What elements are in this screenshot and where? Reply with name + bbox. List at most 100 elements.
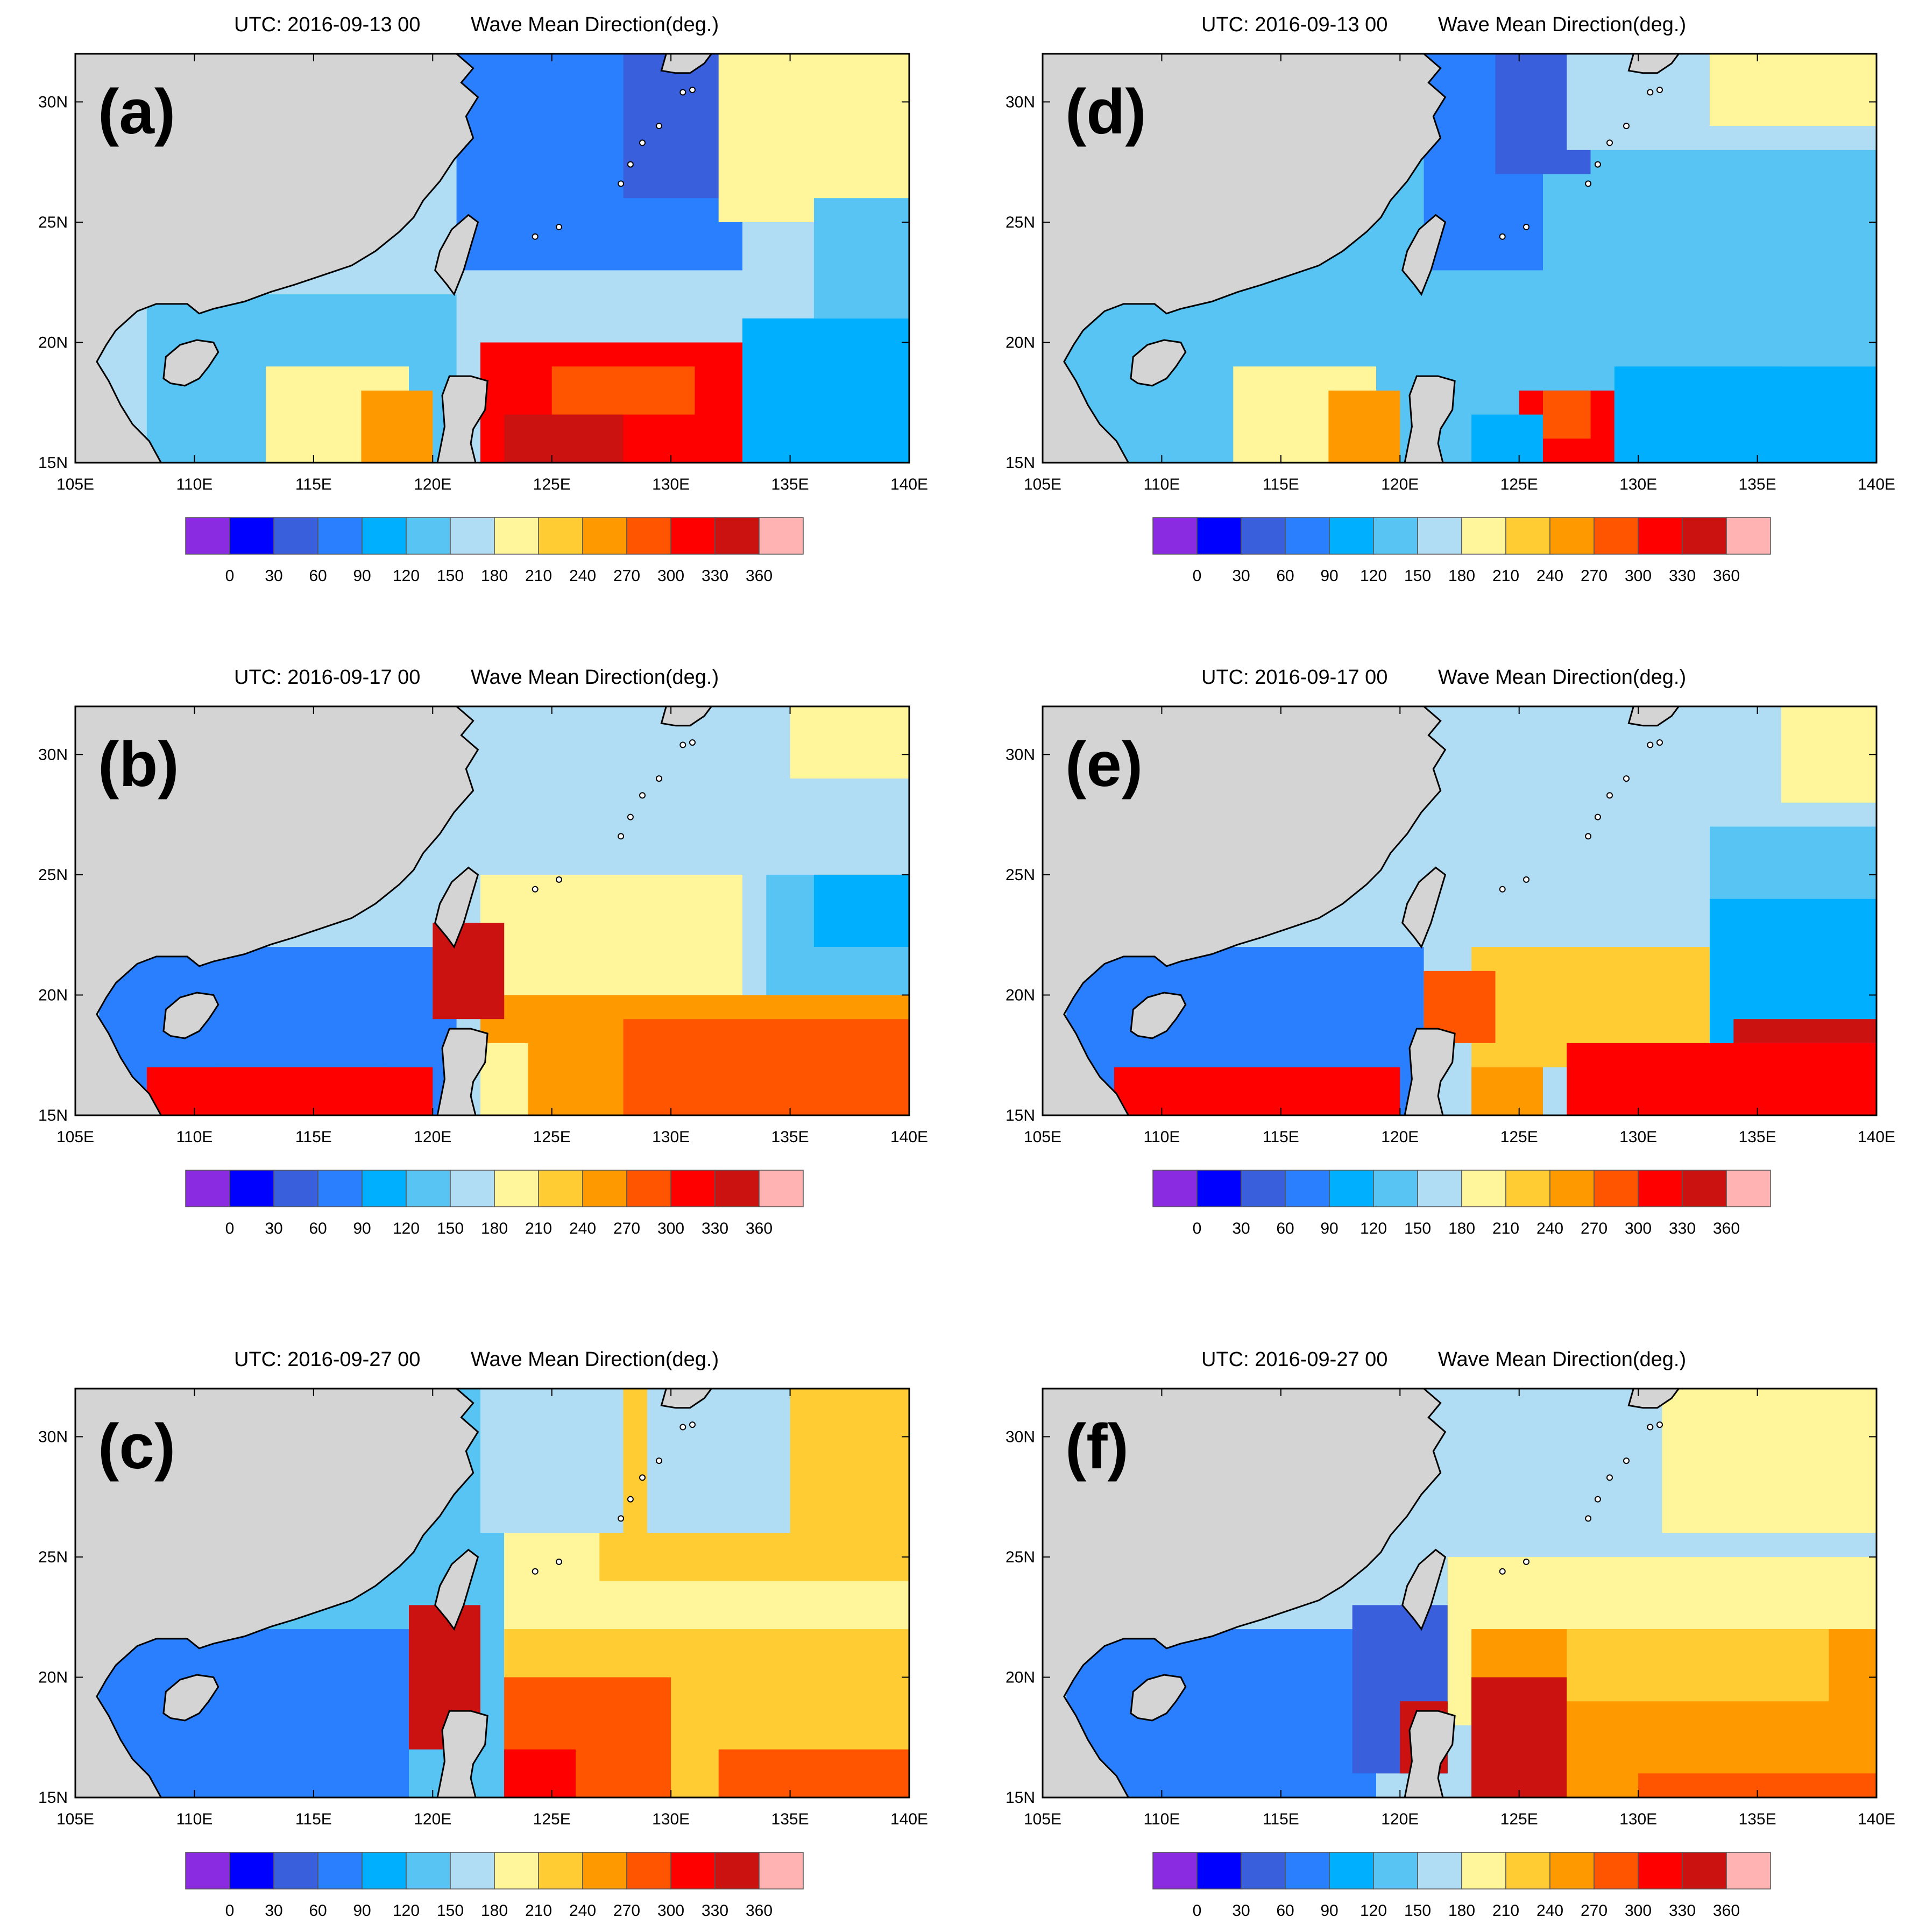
- colorbar-label: 30: [1232, 567, 1250, 585]
- china-mainland-land: [1043, 706, 1447, 1115]
- colorbar: 0 30 60 90 120 150 180 210 240 270 300 330 360: [1152, 1170, 1771, 1237]
- colorbar-swatch: [1682, 517, 1727, 555]
- direction-cell: [790, 706, 909, 779]
- colorbar-label: 150: [1404, 1220, 1431, 1237]
- panel-variable-title: Wave Mean Direction(deg.): [471, 13, 719, 36]
- x-tick-label: 110E: [1144, 1128, 1180, 1146]
- islet: [532, 1568, 539, 1575]
- colorbar-swatch: [1285, 1852, 1330, 1889]
- x-tick-label: 105E: [1024, 1128, 1061, 1146]
- colorbar-swatch: [273, 517, 318, 555]
- x-tick-label: 105E: [56, 476, 94, 493]
- islet: [689, 87, 696, 94]
- islet: [1656, 739, 1663, 746]
- colorbar-swatch: [362, 1170, 407, 1207]
- map-frame: [74, 53, 910, 464]
- x-tick-label: 140E: [890, 1810, 928, 1828]
- direction-cell: [813, 54, 909, 174]
- y-tick-label: 30N: [38, 746, 68, 763]
- map-area: [1043, 1389, 1876, 1797]
- colorbar-label: 210: [1492, 1902, 1519, 1920]
- islet: [689, 1421, 696, 1428]
- direction-cell: [1710, 826, 1876, 899]
- colorbar-label: 300: [1625, 1902, 1652, 1920]
- colorbar-swatch: [1329, 517, 1374, 555]
- x-tick-label: 110E: [176, 1128, 213, 1146]
- panel-variable-title: Wave Mean Direction(deg.): [1438, 1348, 1686, 1371]
- islet: [656, 775, 662, 782]
- colorbar-swatch: [626, 517, 671, 555]
- colorbar-label: 300: [657, 1220, 684, 1237]
- x-tick-label: 140E: [890, 476, 928, 493]
- x-tick-label: 115E: [295, 1128, 332, 1146]
- islet: [1594, 813, 1601, 820]
- islet: [1623, 123, 1630, 130]
- colorbar-swatch: [317, 1852, 363, 1889]
- colorbar-label: 330: [702, 1902, 728, 1920]
- colorbar-swatch: [185, 517, 230, 555]
- x-tick-label: 130E: [1619, 1128, 1657, 1146]
- islet: [1594, 161, 1601, 168]
- islet: [1523, 223, 1529, 230]
- colorbar-label: 360: [1713, 1902, 1740, 1920]
- colorbar-swatch: [406, 1852, 451, 1889]
- colorbar-swatch: [406, 517, 451, 555]
- colorbar-swatch: [1152, 1170, 1198, 1207]
- colorbar-swatch: [538, 1852, 583, 1889]
- colorbar-label: 150: [1404, 1902, 1431, 1920]
- colorbar-label: 210: [1492, 1220, 1519, 1237]
- x-tick-label: 125E: [533, 1128, 571, 1146]
- x-tick-label: 125E: [533, 1810, 571, 1828]
- luzon-island: [1404, 375, 1456, 463]
- map-area: [1043, 54, 1876, 463]
- hainan-island: [1130, 339, 1187, 387]
- colorbar-label: 210: [1492, 567, 1519, 585]
- islet: [556, 223, 562, 230]
- direction-cell: [1710, 54, 1876, 126]
- direction-cell: [551, 366, 695, 415]
- x-tick-label: 125E: [533, 476, 571, 493]
- colorbar-label: 270: [1581, 1902, 1608, 1920]
- panel-time-title: UTC: 2016-09-17 00: [234, 666, 420, 689]
- x-tick-label: 140E: [1858, 1810, 1895, 1828]
- y-tick-label: 30N: [38, 93, 68, 111]
- x-tick-label: 140E: [1858, 1128, 1895, 1146]
- x-tick-label: 120E: [414, 1128, 451, 1146]
- islet: [627, 161, 634, 168]
- islet: [627, 813, 634, 820]
- colorbar-label: 120: [1360, 1902, 1387, 1920]
- direction-cell: [480, 1043, 528, 1115]
- colorbar-swatch: [229, 1170, 274, 1207]
- colorbar-swatch: [538, 1170, 583, 1207]
- colorbar-label: 240: [1536, 1220, 1563, 1237]
- kyushu-island: [1627, 1389, 1680, 1409]
- y-tick-label: 15N: [1005, 1107, 1035, 1124]
- x-tick-label: 115E: [1263, 476, 1299, 493]
- panels-grid: UTC: 2016-09-13 00 Wave Mean Direction(de…: [38, 13, 1895, 1920]
- panel-f: UTC: 2016-09-27 00 Wave Mean Direction(de…: [1005, 1348, 1895, 1920]
- colorbar-swatch: [494, 1170, 539, 1207]
- y-tick-label: 15N: [38, 1107, 68, 1124]
- x-tick-label: 135E: [771, 1810, 809, 1828]
- china-mainland-land: [75, 706, 479, 1115]
- direction-cell: [813, 874, 909, 947]
- colorbar-swatch: [362, 517, 407, 555]
- hainan-island: [1130, 992, 1187, 1039]
- x-tick-label: 105E: [1024, 476, 1061, 493]
- colorbar-swatch: [1373, 1852, 1418, 1889]
- direction-cell: [99, 1629, 409, 1797]
- x-tick-label: 125E: [1500, 476, 1538, 493]
- colorbar-swatch: [714, 1170, 760, 1207]
- y-tick-label: 25N: [1005, 214, 1035, 231]
- direction-cell: [1471, 1067, 1543, 1115]
- x-tick-label: 120E: [414, 476, 451, 493]
- x-tick-label: 125E: [1500, 1128, 1538, 1146]
- colorbar-swatch: [1285, 517, 1330, 555]
- islet: [1623, 1457, 1630, 1464]
- islet: [679, 89, 686, 96]
- colorbar-label: 270: [1581, 567, 1608, 585]
- colorbar-label: 150: [437, 1220, 464, 1237]
- panel-variable-title: Wave Mean Direction(deg.): [471, 1348, 719, 1371]
- colorbar-swatch: [450, 1170, 495, 1207]
- colorbar-label: 60: [309, 567, 327, 585]
